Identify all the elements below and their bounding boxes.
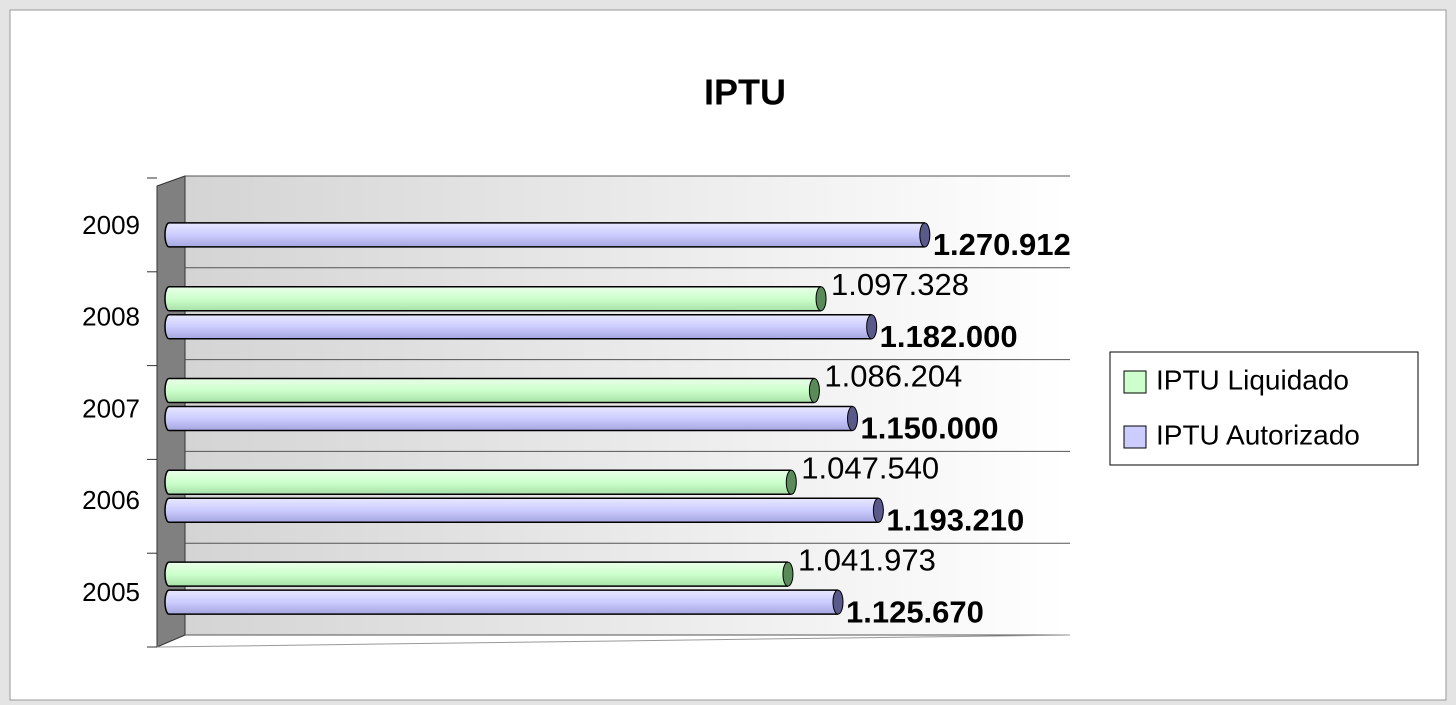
bar-end [832, 589, 844, 615]
value-label: 1.125.670 [846, 594, 984, 629]
value-label: 1.097.328 [831, 267, 969, 302]
bar [164, 561, 788, 587]
bar-end [808, 378, 820, 403]
y-tick-label: 2006 [82, 485, 140, 515]
chart-title: IPTU [704, 72, 786, 113]
bar-end [815, 286, 827, 312]
y-tick-label: 2008 [82, 302, 140, 332]
value-label: 1.182.000 [880, 319, 1018, 354]
legend-label: IPTU Autorizado [1156, 419, 1360, 450]
bar-end [782, 561, 794, 587]
value-label: 1.150.000 [861, 411, 999, 446]
bar-end [847, 406, 859, 431]
value-label: 1.047.540 [801, 450, 939, 485]
bar [164, 313, 872, 340]
bar-end [872, 497, 884, 523]
y-tick-label: 2007 [82, 393, 140, 423]
value-label: 1.041.973 [798, 542, 936, 577]
y-tick-label: 2009 [82, 210, 140, 240]
bar [164, 285, 822, 312]
legend-label: IPTU Liquidado [1156, 364, 1349, 395]
y-tick-label: 2005 [82, 577, 140, 607]
bar-end [919, 222, 931, 248]
legend [1109, 351, 1419, 466]
bar [164, 222, 925, 248]
value-label: 1.270.912 [933, 227, 1071, 262]
bar [164, 589, 838, 615]
bar [164, 405, 853, 432]
bar [164, 497, 879, 524]
value-label: 1.086.204 [824, 359, 962, 394]
bar [164, 469, 792, 496]
bar-end [785, 469, 797, 495]
legend-swatch [1123, 425, 1147, 449]
floor-edge [156, 634, 1071, 648]
value-label: 1.193.210 [886, 502, 1024, 537]
bar-end [866, 314, 878, 340]
bar [164, 377, 815, 404]
legend-swatch [1123, 370, 1147, 394]
